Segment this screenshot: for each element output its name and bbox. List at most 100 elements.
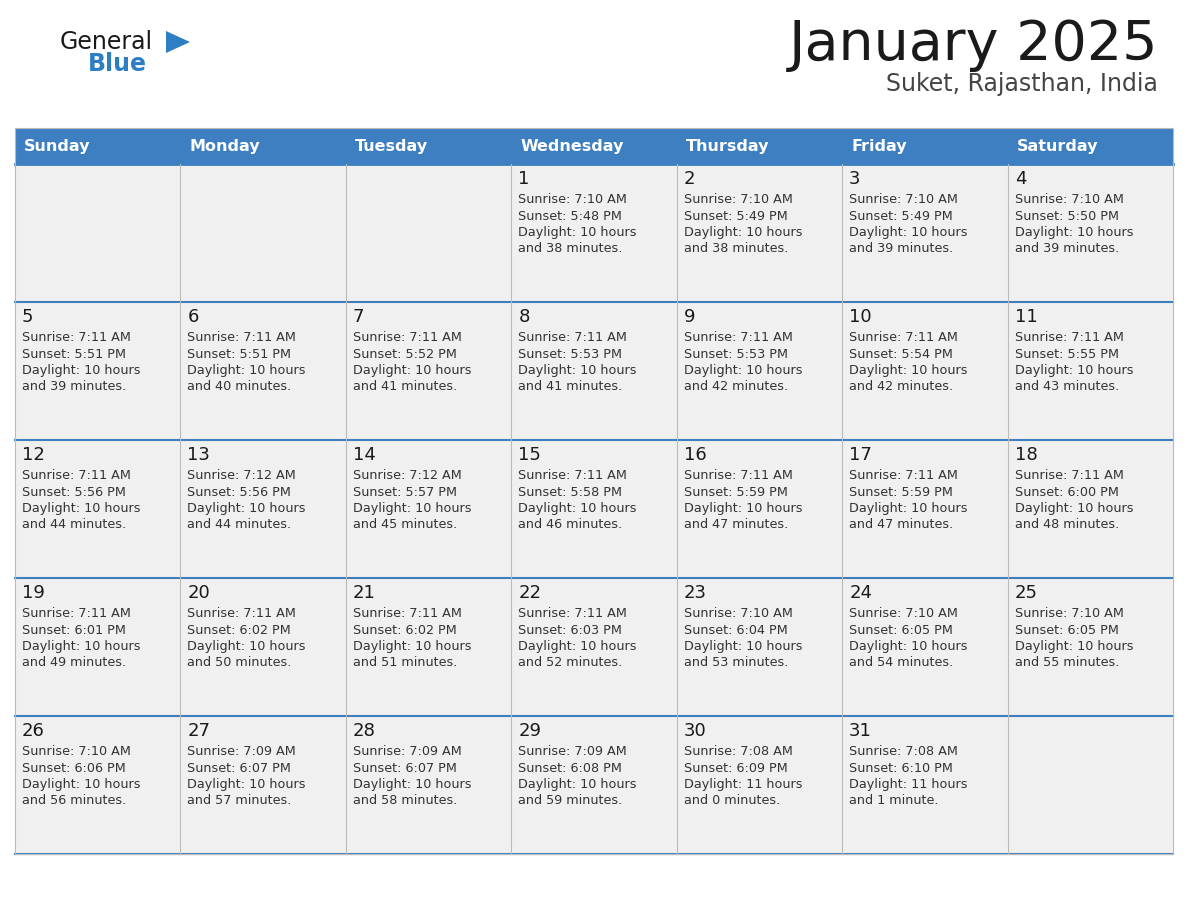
- Text: and 59 minutes.: and 59 minutes.: [518, 794, 623, 808]
- Text: January 2025: January 2025: [789, 18, 1158, 72]
- Text: 18: 18: [1015, 446, 1037, 464]
- Text: Daylight: 10 hours: Daylight: 10 hours: [684, 226, 802, 239]
- Text: and 47 minutes.: and 47 minutes.: [684, 519, 788, 532]
- Text: Blue: Blue: [88, 52, 147, 76]
- Text: Sunset: 6:05 PM: Sunset: 6:05 PM: [1015, 623, 1118, 636]
- Text: Daylight: 10 hours: Daylight: 10 hours: [518, 502, 637, 515]
- Text: Tuesday: Tuesday: [355, 139, 428, 153]
- Text: Sunset: 5:52 PM: Sunset: 5:52 PM: [353, 348, 456, 361]
- Text: Sunrise: 7:11 AM: Sunrise: 7:11 AM: [849, 469, 958, 482]
- Bar: [15, 578, 1173, 716]
- Text: and 53 minutes.: and 53 minutes.: [684, 656, 788, 669]
- Text: Sunset: 6:03 PM: Sunset: 6:03 PM: [518, 623, 623, 636]
- Text: and 57 minutes.: and 57 minutes.: [188, 794, 292, 808]
- Text: Sunrise: 7:09 AM: Sunrise: 7:09 AM: [353, 745, 462, 758]
- Text: Daylight: 10 hours: Daylight: 10 hours: [1015, 226, 1133, 239]
- Text: Daylight: 10 hours: Daylight: 10 hours: [188, 778, 307, 791]
- Text: Sunrise: 7:12 AM: Sunrise: 7:12 AM: [353, 469, 462, 482]
- Text: 30: 30: [684, 722, 707, 740]
- Text: Daylight: 10 hours: Daylight: 10 hours: [1015, 364, 1133, 377]
- Text: Sunrise: 7:09 AM: Sunrise: 7:09 AM: [518, 745, 627, 758]
- Text: 16: 16: [684, 446, 707, 464]
- Text: Sunrise: 7:12 AM: Sunrise: 7:12 AM: [188, 469, 296, 482]
- Text: Sunrise: 7:10 AM: Sunrise: 7:10 AM: [849, 193, 958, 206]
- Bar: [15, 716, 1173, 854]
- Bar: [15, 440, 1173, 578]
- Text: and 39 minutes.: and 39 minutes.: [1015, 242, 1119, 255]
- Text: 10: 10: [849, 308, 872, 326]
- Text: Daylight: 11 hours: Daylight: 11 hours: [684, 778, 802, 791]
- Text: Sunrise: 7:08 AM: Sunrise: 7:08 AM: [684, 745, 792, 758]
- Text: Monday: Monday: [189, 139, 260, 153]
- Text: Daylight: 10 hours: Daylight: 10 hours: [1015, 502, 1133, 515]
- Text: Wednesday: Wednesday: [520, 139, 624, 153]
- Text: Sunrise: 7:11 AM: Sunrise: 7:11 AM: [518, 607, 627, 620]
- Text: Sunset: 5:58 PM: Sunset: 5:58 PM: [518, 486, 623, 498]
- Text: and 45 minutes.: and 45 minutes.: [353, 519, 457, 532]
- Text: 19: 19: [23, 584, 45, 602]
- Text: and 49 minutes.: and 49 minutes.: [23, 656, 126, 669]
- Bar: [15, 302, 1173, 440]
- Text: Sunrise: 7:11 AM: Sunrise: 7:11 AM: [849, 331, 958, 344]
- Text: 23: 23: [684, 584, 707, 602]
- Text: Sunrise: 7:11 AM: Sunrise: 7:11 AM: [518, 469, 627, 482]
- Text: Daylight: 10 hours: Daylight: 10 hours: [518, 226, 637, 239]
- Text: and 52 minutes.: and 52 minutes.: [518, 656, 623, 669]
- Text: 15: 15: [518, 446, 542, 464]
- Text: and 50 minutes.: and 50 minutes.: [188, 656, 292, 669]
- Text: Sunrise: 7:11 AM: Sunrise: 7:11 AM: [1015, 331, 1124, 344]
- Text: Sunrise: 7:11 AM: Sunrise: 7:11 AM: [188, 607, 296, 620]
- Text: 6: 6: [188, 308, 198, 326]
- Text: 26: 26: [23, 722, 45, 740]
- Text: Sunrise: 7:10 AM: Sunrise: 7:10 AM: [1015, 193, 1124, 206]
- Text: Daylight: 10 hours: Daylight: 10 hours: [684, 364, 802, 377]
- Text: 25: 25: [1015, 584, 1037, 602]
- Text: Sunrise: 7:11 AM: Sunrise: 7:11 AM: [684, 331, 792, 344]
- Text: Daylight: 10 hours: Daylight: 10 hours: [849, 226, 968, 239]
- Text: Sunset: 6:00 PM: Sunset: 6:00 PM: [1015, 486, 1118, 498]
- Text: and 47 minutes.: and 47 minutes.: [849, 519, 954, 532]
- Text: 3: 3: [849, 170, 860, 188]
- Text: and 44 minutes.: and 44 minutes.: [23, 519, 126, 532]
- Text: 7: 7: [353, 308, 365, 326]
- Text: and 55 minutes.: and 55 minutes.: [1015, 656, 1119, 669]
- Text: 22: 22: [518, 584, 542, 602]
- Text: and 1 minute.: and 1 minute.: [849, 794, 939, 808]
- Text: 20: 20: [188, 584, 210, 602]
- Text: Sunset: 5:59 PM: Sunset: 5:59 PM: [684, 486, 788, 498]
- Polygon shape: [166, 31, 190, 53]
- Text: Sunset: 6:05 PM: Sunset: 6:05 PM: [849, 623, 953, 636]
- Text: Daylight: 10 hours: Daylight: 10 hours: [518, 364, 637, 377]
- Text: and 46 minutes.: and 46 minutes.: [518, 519, 623, 532]
- Text: Sunset: 6:08 PM: Sunset: 6:08 PM: [518, 762, 623, 775]
- Text: Daylight: 10 hours: Daylight: 10 hours: [23, 502, 140, 515]
- Text: Sunset: 5:49 PM: Sunset: 5:49 PM: [849, 209, 953, 222]
- Text: Sunset: 6:06 PM: Sunset: 6:06 PM: [23, 762, 126, 775]
- Text: Sunset: 5:53 PM: Sunset: 5:53 PM: [518, 348, 623, 361]
- Text: Sunset: 5:59 PM: Sunset: 5:59 PM: [849, 486, 953, 498]
- Text: Daylight: 10 hours: Daylight: 10 hours: [353, 778, 472, 791]
- Text: and 43 minutes.: and 43 minutes.: [1015, 380, 1119, 394]
- Text: Daylight: 10 hours: Daylight: 10 hours: [23, 364, 140, 377]
- Text: Sunset: 6:10 PM: Sunset: 6:10 PM: [849, 762, 953, 775]
- Bar: [15, 128, 1173, 854]
- Text: and 41 minutes.: and 41 minutes.: [353, 380, 457, 394]
- Text: Saturday: Saturday: [1017, 139, 1098, 153]
- Text: 12: 12: [23, 446, 45, 464]
- Text: Daylight: 10 hours: Daylight: 10 hours: [518, 640, 637, 653]
- Text: Daylight: 10 hours: Daylight: 10 hours: [353, 640, 472, 653]
- Text: Sunrise: 7:10 AM: Sunrise: 7:10 AM: [684, 193, 792, 206]
- Text: Daylight: 10 hours: Daylight: 10 hours: [1015, 640, 1133, 653]
- Text: Sunset: 6:09 PM: Sunset: 6:09 PM: [684, 762, 788, 775]
- Text: Sunrise: 7:10 AM: Sunrise: 7:10 AM: [849, 607, 958, 620]
- Text: Daylight: 10 hours: Daylight: 10 hours: [188, 640, 307, 653]
- Text: 29: 29: [518, 722, 542, 740]
- Text: and 38 minutes.: and 38 minutes.: [518, 242, 623, 255]
- Text: 17: 17: [849, 446, 872, 464]
- Text: Sunrise: 7:10 AM: Sunrise: 7:10 AM: [684, 607, 792, 620]
- Text: and 40 minutes.: and 40 minutes.: [188, 380, 292, 394]
- Text: Sunset: 5:50 PM: Sunset: 5:50 PM: [1015, 209, 1119, 222]
- Text: and 0 minutes.: and 0 minutes.: [684, 794, 781, 808]
- Text: Suket, Rajasthan, India: Suket, Rajasthan, India: [886, 72, 1158, 96]
- Text: Sunrise: 7:11 AM: Sunrise: 7:11 AM: [353, 607, 462, 620]
